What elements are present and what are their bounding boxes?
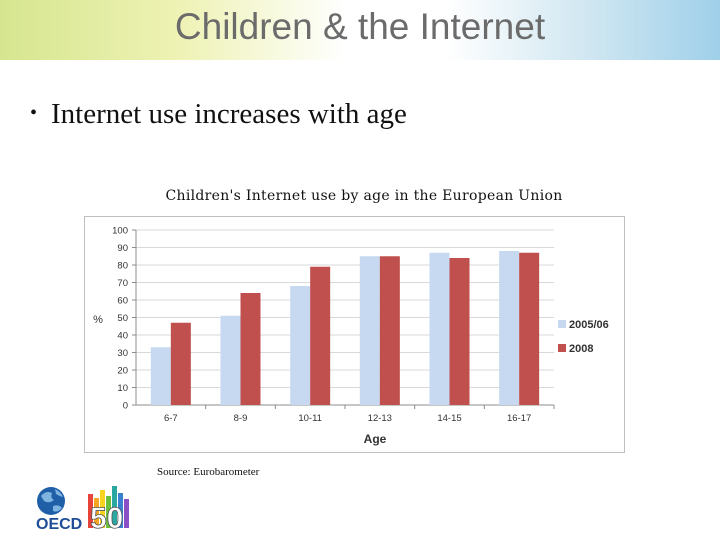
- bar: [310, 266, 331, 405]
- anniversary-bars-icon: [88, 486, 129, 528]
- y-tick-label: 30: [117, 348, 128, 359]
- legend-label: 2005/06: [569, 319, 609, 331]
- x-tick-label: 6-7: [164, 413, 178, 424]
- bar: [150, 347, 171, 405]
- bar: [449, 258, 470, 405]
- bar: [220, 315, 241, 405]
- bar: [359, 256, 380, 405]
- legend-swatch: [558, 344, 566, 352]
- x-tick-label: 14-15: [437, 413, 461, 424]
- anniversary-number: 50: [90, 502, 123, 532]
- y-tick-label: 100: [112, 226, 128, 237]
- y-tick-label: 90: [117, 243, 128, 254]
- bar-chart: 0 10 20 30 40 50 60 70 80 90 100 6-7 8-9 10-11 12-13 14…: [84, 216, 625, 453]
- bar: [379, 256, 400, 405]
- legend-swatch: [558, 320, 566, 328]
- x-tick-label: 8-9: [234, 413, 248, 424]
- x-tick-label: 16-17: [507, 413, 531, 424]
- bar: [519, 252, 540, 405]
- x-tick-label: 12-13: [368, 413, 392, 424]
- oecd-wordmark: OECD: [36, 516, 82, 532]
- globe-icon: [37, 487, 65, 515]
- x-tick-label: 10-11: [298, 413, 322, 424]
- slide-title: Children & the Internet: [174, 6, 546, 47]
- x-axis-title: Age: [364, 432, 387, 446]
- bar: [290, 286, 311, 405]
- bullet-dot-icon: •: [30, 102, 38, 124]
- bullet-text: Internet use increases with age: [51, 98, 407, 130]
- title-band: [0, 0, 720, 60]
- y-tick-label: 80: [117, 261, 128, 272]
- y-axis-title: %: [93, 314, 103, 326]
- y-tick-label: 20: [117, 366, 128, 377]
- bar: [170, 322, 191, 405]
- chart-title: Children's Internet use by age in the Eu…: [165, 188, 563, 204]
- bar: [429, 252, 450, 405]
- oecd-50-logo: OECD 50: [36, 486, 129, 532]
- bullet-point: • Internet use increases with age: [30, 98, 407, 131]
- y-tick-label: 0: [123, 401, 128, 412]
- y-tick-label: 50: [117, 313, 128, 324]
- bar: [499, 251, 520, 405]
- source-note: Source: Eurobarometer: [157, 466, 260, 478]
- y-tick-label: 70: [117, 278, 128, 289]
- y-tick-label: 40: [117, 331, 128, 342]
- y-tick-label: 10: [117, 383, 128, 394]
- bar: [240, 293, 261, 405]
- y-tick-label: 60: [117, 296, 128, 307]
- legend-label: 2008: [569, 343, 593, 355]
